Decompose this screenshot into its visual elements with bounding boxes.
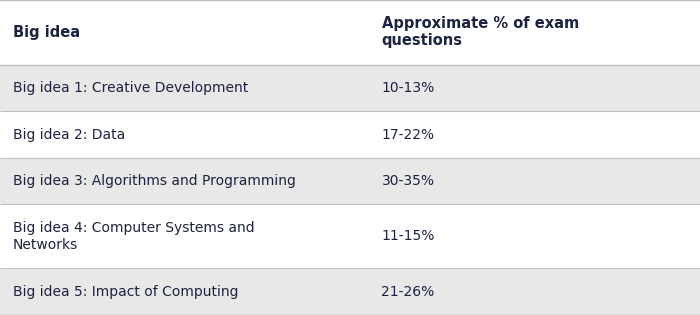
Text: Big idea 5: Impact of Computing: Big idea 5: Impact of Computing [13,285,238,299]
Text: Big idea 1: Creative Development: Big idea 1: Creative Development [13,81,248,95]
Text: 30-35%: 30-35% [382,174,435,188]
Text: 21-26%: 21-26% [382,285,435,299]
Bar [0,204,700,268]
Bar [0,0,700,65]
Text: Big idea 2: Data: Big idea 2: Data [13,128,125,141]
Bar [0,268,700,315]
Text: 17-22%: 17-22% [382,128,435,141]
Text: 10-13%: 10-13% [382,81,435,95]
Bar [0,158,700,204]
Text: Big idea 3: Algorithms and Programming: Big idea 3: Algorithms and Programming [13,174,295,188]
Text: 11-15%: 11-15% [382,229,435,243]
Text: Big idea 4: Computer Systems and
Networks: Big idea 4: Computer Systems and Network… [13,221,254,251]
Bar [0,65,700,111]
Text: Big idea: Big idea [13,25,80,40]
Text: Approximate % of exam
questions: Approximate % of exam questions [382,16,579,49]
Bar [0,111,700,158]
